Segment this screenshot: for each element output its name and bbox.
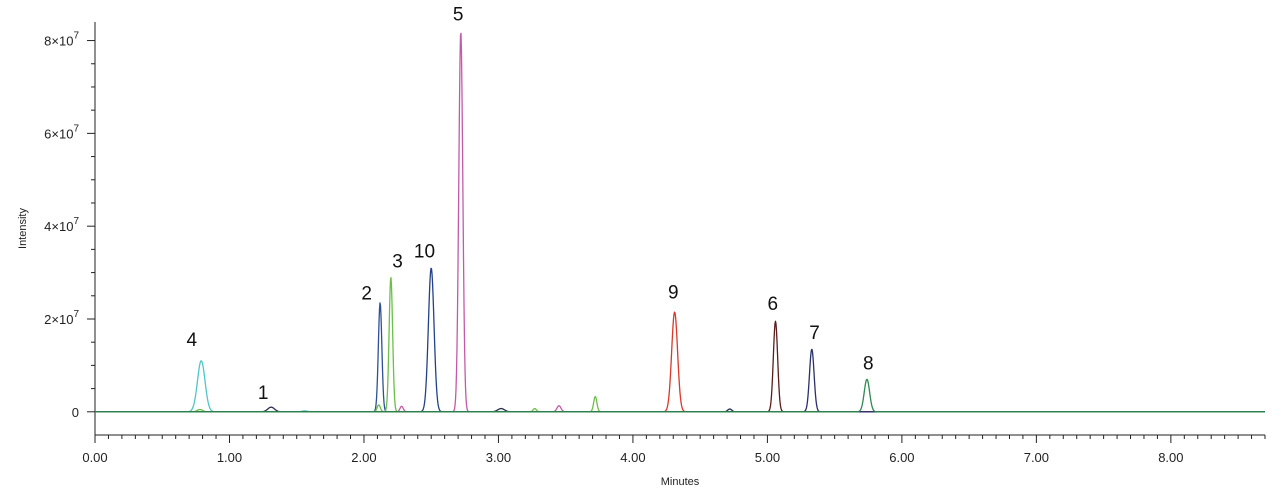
series-trace-7: [94, 311, 1266, 413]
chart-series-layer: [94, 32, 1266, 413]
x-tick-label: 2.00: [351, 450, 376, 465]
peak-label-10: 10: [414, 242, 435, 263]
chart-axes: 0.00 1.00 2.00 3.00 4.00 5.00 6.00 7.00 8.00 0 2×1…: [44, 22, 1266, 465]
peak-label-7: 7: [809, 323, 820, 344]
peak-label-4: 4: [187, 330, 198, 351]
peak-label-8: 8: [863, 354, 874, 375]
x-tick-label: 4.00: [620, 450, 645, 465]
y-tick-label: 2×107: [44, 309, 79, 327]
peak-label-2: 2: [361, 283, 372, 304]
x-tick-label: 8.00: [1158, 450, 1183, 465]
series-trace-2: [94, 406, 1266, 413]
x-tick-label: 7.00: [1024, 450, 1049, 465]
x-tick-label: 1.00: [217, 450, 242, 465]
y-tick-label: 0: [72, 405, 79, 420]
x-tick-label: 0.00: [82, 450, 107, 465]
peak-labels: 4 1 23 10 5 9 6 7 8: [187, 5, 874, 404]
x-axis-title: Minutes: [661, 476, 700, 488]
y-tick-label: 8×107: [44, 31, 79, 49]
peak-label-9: 9: [668, 283, 679, 304]
series-trace-6: [94, 32, 1266, 413]
x-tick-label: 3.00: [486, 450, 511, 465]
series-trace-10: [94, 378, 1266, 413]
x-tick-label: 6.00: [889, 450, 914, 465]
peak-label-5: 5: [453, 5, 464, 26]
peak-label-6: 6: [768, 294, 779, 315]
series-trace-9: [94, 348, 1266, 413]
y-tick-label: 6×107: [44, 123, 79, 141]
x-tick-label: 5.00: [755, 450, 780, 465]
y-tick-label: 4×107: [44, 216, 79, 234]
peak-label-3: 3: [392, 251, 403, 272]
peak-label-1: 1: [258, 383, 269, 404]
y-axis-title: Intensity: [17, 208, 29, 249]
